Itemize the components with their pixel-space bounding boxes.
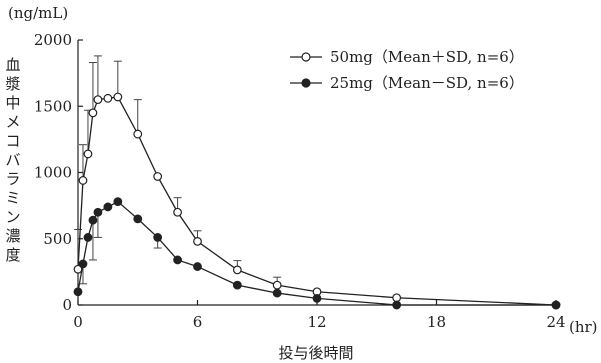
data-point: [103, 202, 113, 212]
y-axis-label-char: ラ: [5, 170, 20, 188]
y-ticks: 0 500 1000 1500 2000: [34, 31, 83, 314]
data-point: [193, 236, 202, 246]
data-point: [153, 233, 163, 242]
data-point: [153, 172, 163, 181]
series-line: [77, 200, 556, 306]
legend: 50mg（Mean＋SD, n=6） 25mg（Mean－SD, n=6）: [290, 48, 524, 92]
legend-marker-50mg: [301, 52, 311, 62]
data-point: [312, 293, 322, 303]
legend-marker-25mg: [301, 78, 311, 88]
data-point: [78, 176, 88, 185]
data-point: [232, 280, 242, 290]
y-axis-label-char: メ: [5, 113, 20, 131]
data-point: [93, 95, 103, 105]
x-unit-label: (hr): [569, 318, 598, 336]
x-tick-label: 18: [427, 313, 446, 331]
data-point: [133, 129, 143, 139]
y-axis-label-char: 中: [5, 94, 20, 112]
y-axis-label-char: 血: [5, 56, 20, 74]
data-point: [551, 300, 561, 310]
y-tick-label: 1500: [34, 97, 72, 115]
y-tick-label: 0: [62, 296, 72, 314]
data-point: [272, 280, 282, 290]
x-tick-label: 6: [193, 313, 203, 331]
series-layer: [73, 55, 561, 310]
data-point: [78, 259, 88, 269]
y-tick-label: 500: [43, 230, 72, 248]
data-point: [232, 265, 242, 275]
data-point: [173, 207, 182, 217]
data-point: [73, 287, 83, 297]
data-point: [83, 233, 93, 242]
y-axis-label-char: ン: [5, 208, 20, 226]
y-tick-label: 1000: [34, 164, 72, 182]
x-tick-label: 0: [73, 313, 83, 331]
y-axis-label-char: 度: [5, 246, 20, 264]
data-point: [103, 93, 113, 103]
y-axis-label-char: ミ: [5, 189, 20, 207]
y-axis-label-char: コ: [5, 132, 20, 150]
data-point: [173, 255, 182, 265]
data-point: [88, 215, 98, 225]
data-point: [83, 149, 93, 159]
series-0: [73, 55, 561, 310]
data-point: [113, 197, 123, 207]
legend-label-25mg: 25mg（Mean－SD, n=6）: [330, 74, 524, 92]
x-tick-label: 24: [546, 313, 565, 331]
data-point: [392, 293, 402, 303]
series-line: [77, 96, 557, 306]
data-point: [93, 207, 103, 217]
y-axis-label-char: バ: [5, 151, 20, 169]
y-axis-label-char: 漿: [5, 75, 20, 93]
series-1: [73, 197, 561, 310]
x-tick-label: 12: [307, 313, 326, 331]
data-point: [392, 300, 402, 310]
y-unit-label: (ng/mL): [8, 4, 68, 22]
data-point: [88, 108, 98, 118]
data-point: [133, 214, 143, 224]
y-axis-label-char: 濃: [5, 227, 20, 245]
y-tick-label: 2000: [34, 31, 72, 49]
legend-label-50mg: 50mg（Mean＋SD, n=6）: [330, 48, 524, 66]
data-point: [113, 92, 123, 102]
data-point: [193, 262, 202, 271]
x-axis-label: 投与後時間: [278, 344, 353, 362]
data-point: [272, 288, 282, 298]
